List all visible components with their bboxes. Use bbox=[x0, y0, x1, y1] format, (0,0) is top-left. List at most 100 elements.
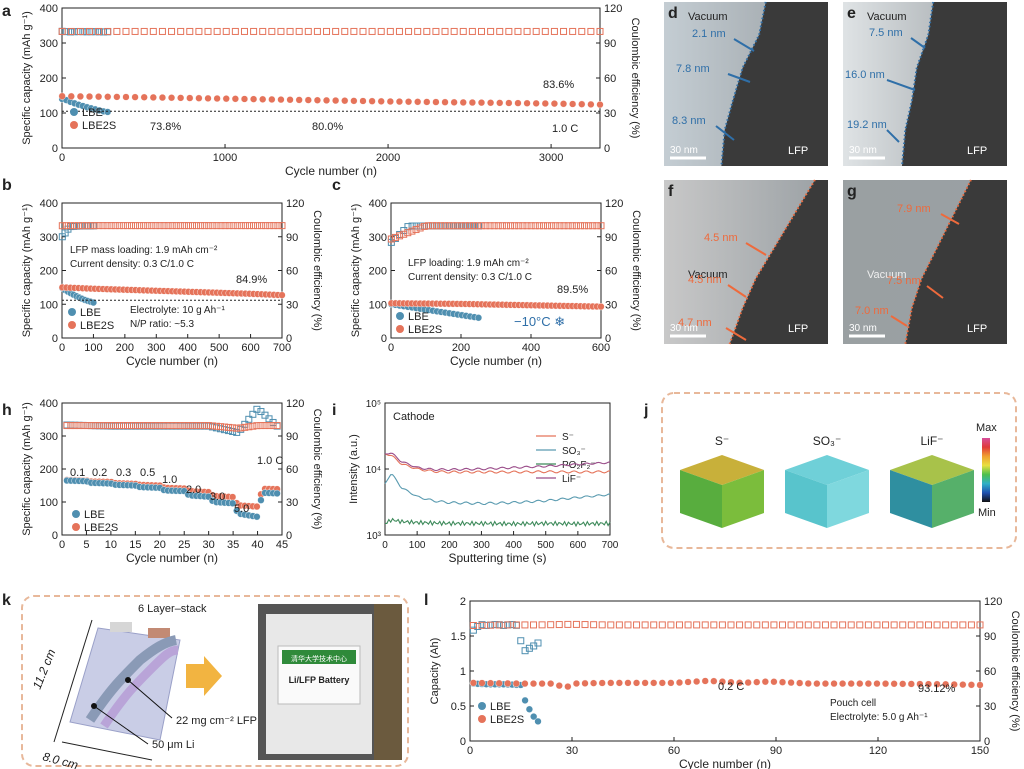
ce-point-lbe2s bbox=[144, 422, 152, 430]
y2-tick-label: 0 bbox=[604, 143, 610, 155]
ce-point-lbe2s bbox=[221, 423, 229, 431]
ce-point-lbe2s bbox=[598, 621, 606, 629]
ce-point-lbe2s bbox=[414, 27, 422, 35]
ce-point-lbe2s bbox=[95, 422, 103, 430]
ce-point-lbe bbox=[62, 28, 70, 36]
ce-point-lbe bbox=[79, 28, 87, 36]
ce-point-lbe2s bbox=[132, 422, 140, 430]
ce-point-lbe bbox=[83, 422, 91, 430]
ce-point-lbe2s bbox=[122, 27, 130, 35]
ce-point-lbe bbox=[482, 621, 490, 629]
capacity-point-lbe2s bbox=[590, 679, 598, 687]
ce-point-lbe2s bbox=[907, 621, 915, 629]
ce-point-lbe bbox=[521, 647, 529, 655]
ce-point-lbe2s bbox=[177, 27, 185, 35]
ce-point-lbe2s bbox=[796, 621, 804, 629]
ce-point-lbe2s bbox=[441, 27, 449, 35]
battery-label: Li/LFP Battery bbox=[289, 675, 350, 685]
capacity-point-lbe2s bbox=[804, 679, 812, 688]
x-tick-label: 0 bbox=[382, 540, 388, 551]
y-tick-label: 200 bbox=[40, 266, 58, 278]
ce-point-lbe2s bbox=[779, 621, 787, 629]
ce-point-lbe bbox=[500, 621, 508, 629]
species-label: LiF⁻ bbox=[920, 434, 943, 448]
rate-label: 0.5 bbox=[140, 467, 155, 479]
capacity-point-lbe2s bbox=[229, 493, 237, 501]
y2-tick-label: 120 bbox=[604, 3, 622, 15]
capacity-point-lbe bbox=[273, 489, 281, 498]
vacuum-label: Vacuum bbox=[688, 11, 728, 23]
legend-label-lbe: LBE bbox=[80, 307, 101, 319]
ce-point-lbe bbox=[408, 222, 416, 230]
capacity-point-lbe2s bbox=[735, 679, 744, 687]
ce-point-lbe2s bbox=[633, 621, 641, 629]
colorbar-max: Max bbox=[976, 422, 997, 434]
capacity-point-lbe2s bbox=[459, 98, 467, 107]
y2-tick-label: 30 bbox=[286, 497, 298, 509]
y-tick-label: 0.5 bbox=[451, 701, 466, 713]
dashed-frame bbox=[661, 392, 1017, 549]
y2-tick-label: 120 bbox=[984, 596, 1002, 608]
ce-point-lbe2s bbox=[967, 621, 975, 629]
capacity-point-lbe2s bbox=[104, 93, 112, 101]
capacity-point-lbe2s bbox=[350, 97, 358, 105]
y-tick-label: 300 bbox=[40, 431, 58, 443]
legend-marker-lbe2s bbox=[70, 121, 78, 129]
x-tick-label: 15 bbox=[129, 539, 141, 551]
ce-point-lbe2s bbox=[131, 27, 139, 35]
x-tick-label: 25 bbox=[178, 539, 190, 551]
legend-label-3: LiF⁻ bbox=[562, 474, 581, 485]
x-tick-label: 120 bbox=[869, 745, 887, 757]
ce-point-lbe2s bbox=[67, 27, 75, 35]
ce-point-lbe2s bbox=[420, 222, 428, 230]
annotation-mid: 80.0% bbox=[312, 121, 343, 133]
ce-point-lbe2s bbox=[111, 422, 119, 430]
legend-marker-lbe bbox=[68, 308, 76, 316]
ce-point-lbe2s bbox=[213, 27, 221, 35]
ce-point-lbe2s bbox=[572, 222, 580, 230]
capacity-point-lbe2s bbox=[581, 679, 589, 687]
ce-point-lbe2s bbox=[71, 222, 79, 230]
ce-point-lbe2s bbox=[535, 222, 543, 230]
ce-point-lbe2s bbox=[548, 222, 556, 230]
ce-point-lbe2s bbox=[423, 27, 431, 35]
capacity-point-lbe2s bbox=[693, 677, 701, 686]
capacity-point-lbe2s bbox=[177, 94, 185, 102]
y2-tick-label: 60 bbox=[286, 266, 298, 278]
arrow bbox=[940, 213, 960, 225]
x-tick-label: 2000 bbox=[376, 152, 400, 164]
lfp-callout: 22 mg cm⁻² LFP bbox=[176, 715, 257, 727]
capacity-point-lbe2s bbox=[675, 678, 684, 687]
ruler bbox=[374, 604, 402, 760]
ce-point-lbe2s bbox=[103, 422, 111, 430]
ce-point-lbe2s bbox=[58, 222, 66, 230]
x-tick-label: 30 bbox=[566, 745, 578, 757]
dimension-height: 11.2 cm bbox=[30, 647, 59, 691]
y-tick-label: 10⁵ bbox=[366, 399, 381, 410]
ce-point-lbe2s bbox=[119, 422, 127, 430]
ce-point-lbe2s bbox=[569, 27, 577, 35]
ce-point-lbe2s bbox=[95, 222, 103, 230]
x-tick-label: 600 bbox=[570, 540, 587, 551]
ce-point-lbe2s bbox=[192, 422, 200, 430]
thickness-label: 16.0 nm bbox=[845, 69, 885, 81]
ce-point-lbe2s bbox=[916, 621, 924, 629]
vacuum-label: Vacuum bbox=[867, 269, 907, 281]
legend-label-lbe: LBE bbox=[84, 509, 105, 521]
ce-point-lbe bbox=[412, 222, 420, 230]
capacity-point-lbe2s bbox=[395, 97, 404, 106]
panel-b-chart: 0 100 200 300 400 500 600 700010020030040003060… bbox=[21, 198, 323, 368]
y2-tick-label: 90 bbox=[605, 232, 617, 244]
species-label: S⁻ bbox=[715, 434, 729, 448]
x-tick-label: 0 bbox=[467, 745, 473, 757]
capacity-point-lbe2s bbox=[881, 680, 890, 688]
panel-i-chart: 0 100 200 300 400 500 600 700 10³ 10⁴ 10⁵ Sputterin… bbox=[348, 399, 619, 565]
capacity-point-lbe2s bbox=[213, 94, 221, 103]
capacity-point-lbe2s bbox=[916, 680, 924, 688]
ce-point-lbe2s bbox=[184, 422, 192, 430]
capacity-point-lbe2s bbox=[504, 679, 512, 688]
legend-marker-lbe2s bbox=[72, 523, 80, 531]
ce-point-lbe2s bbox=[95, 27, 103, 35]
